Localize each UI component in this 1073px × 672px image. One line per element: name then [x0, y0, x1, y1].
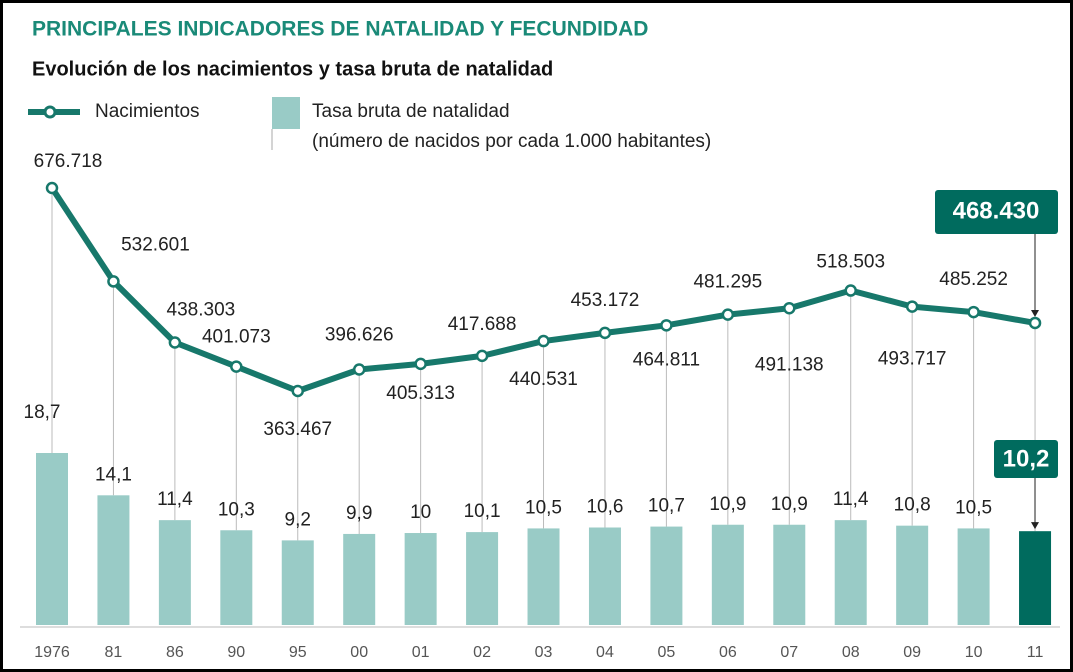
x-tick-label: 05	[658, 644, 676, 661]
point	[783, 302, 796, 315]
chart-title: PRINCIPALES INDICADORES DE NATALIDAD Y F…	[32, 18, 648, 41]
x-tick-label: 07	[780, 644, 798, 661]
data-label: 9,9	[346, 503, 372, 524]
x-tick-label: 81	[105, 644, 123, 661]
arrow-head	[1031, 309, 1039, 317]
legend-label: Nacimientos	[95, 101, 200, 122]
data-label: 10,9	[709, 494, 746, 515]
x-tick-label: 95	[289, 644, 307, 661]
data-label: 9,2	[285, 509, 311, 530]
data-label: 10,6	[586, 497, 623, 518]
data-label: 532.601	[121, 234, 190, 255]
bar	[957, 528, 990, 625]
bar	[158, 520, 191, 625]
data-label: 10,3	[218, 499, 255, 520]
point	[967, 305, 980, 319]
data-label: 11,4	[833, 489, 869, 510]
point	[598, 326, 612, 340]
highlight-box	[994, 440, 1058, 478]
data-label: 11,4	[157, 489, 193, 510]
legend-note: (número de nacidos por cada 1.000 habita…	[312, 131, 711, 152]
data-label: 440.531	[509, 369, 578, 390]
legend: Nacimientos Tasa bruta de natalidad (núm…	[28, 97, 711, 152]
data-label: 10,1	[464, 501, 501, 522]
data-label: 10,5	[955, 497, 992, 518]
bar	[404, 533, 437, 625]
bar	[896, 525, 929, 625]
data-label: 417.688	[448, 314, 517, 335]
data-label: 453.172	[571, 290, 640, 311]
data-label: 363.467	[263, 419, 332, 440]
data-label: 396.626	[325, 325, 394, 346]
point	[168, 336, 182, 349]
data-label: 464.811	[633, 349, 700, 370]
point	[844, 284, 857, 297]
data-label: 10	[410, 502, 431, 523]
point	[414, 357, 427, 371]
point	[1028, 316, 1042, 330]
data-label: 485.252	[939, 269, 1008, 290]
point	[905, 300, 919, 313]
point	[660, 319, 673, 332]
highlight-box	[935, 190, 1058, 234]
bar	[711, 524, 744, 625]
data-label: 468.430	[953, 197, 1040, 224]
bar	[343, 533, 376, 625]
x-tick-label: 08	[842, 644, 860, 661]
arrow-head	[1031, 522, 1039, 530]
legend-dot	[43, 105, 57, 119]
x-tick-label: 06	[719, 644, 737, 661]
data-label: 10,8	[894, 495, 931, 516]
point	[107, 275, 120, 288]
bar	[650, 526, 683, 625]
x-tick-label: 86	[166, 644, 184, 661]
x-tick-label: 02	[473, 644, 491, 661]
point	[352, 363, 366, 376]
data-label: 481.295	[693, 272, 762, 293]
point	[45, 181, 59, 195]
data-label: 10,9	[771, 494, 808, 515]
point	[721, 308, 735, 321]
point	[475, 349, 489, 363]
data-label: 10,7	[648, 496, 685, 517]
data-label: 438.303	[167, 300, 236, 321]
data-label: 676.718	[34, 151, 103, 172]
bar	[36, 453, 68, 625]
bar	[220, 530, 253, 625]
bar	[834, 520, 867, 625]
x-tick-label: 04	[596, 644, 614, 661]
x-tick-label: 11	[1027, 644, 1044, 661]
x-tick-label: 00	[350, 644, 368, 661]
data-label: 401.073	[202, 327, 271, 348]
x-tick-label: 01	[412, 644, 430, 661]
point	[537, 334, 550, 348]
data-label: 14,1	[95, 464, 132, 485]
data-label: 405.313	[386, 383, 455, 404]
bar	[527, 528, 560, 625]
bar	[1019, 531, 1052, 625]
bar	[588, 527, 621, 625]
x-tick-label: 03	[535, 644, 553, 661]
data-label: 493.717	[878, 349, 947, 370]
legend-label: Tasa bruta de natalidad	[312, 101, 510, 122]
point	[291, 384, 305, 398]
point	[230, 360, 243, 373]
bar	[466, 532, 499, 625]
chart-subtitle: Evolución de los nacimientos y tasa brut…	[32, 58, 553, 80]
data-label: 491.138	[755, 354, 824, 375]
data-label: 518.503	[816, 252, 885, 273]
data-label: 18,7	[24, 402, 61, 423]
x-tick-label: 90	[227, 644, 245, 661]
x-tick-label: 09	[903, 644, 921, 661]
x-tick-label: 1976	[34, 644, 70, 661]
bar	[281, 540, 314, 625]
legend-swatch	[272, 97, 300, 129]
data-label: 10,5	[525, 497, 562, 518]
bar	[97, 495, 130, 625]
data-label: 10,2	[1003, 445, 1050, 472]
x-tick-label: 10	[965, 644, 983, 661]
bar	[773, 524, 806, 625]
